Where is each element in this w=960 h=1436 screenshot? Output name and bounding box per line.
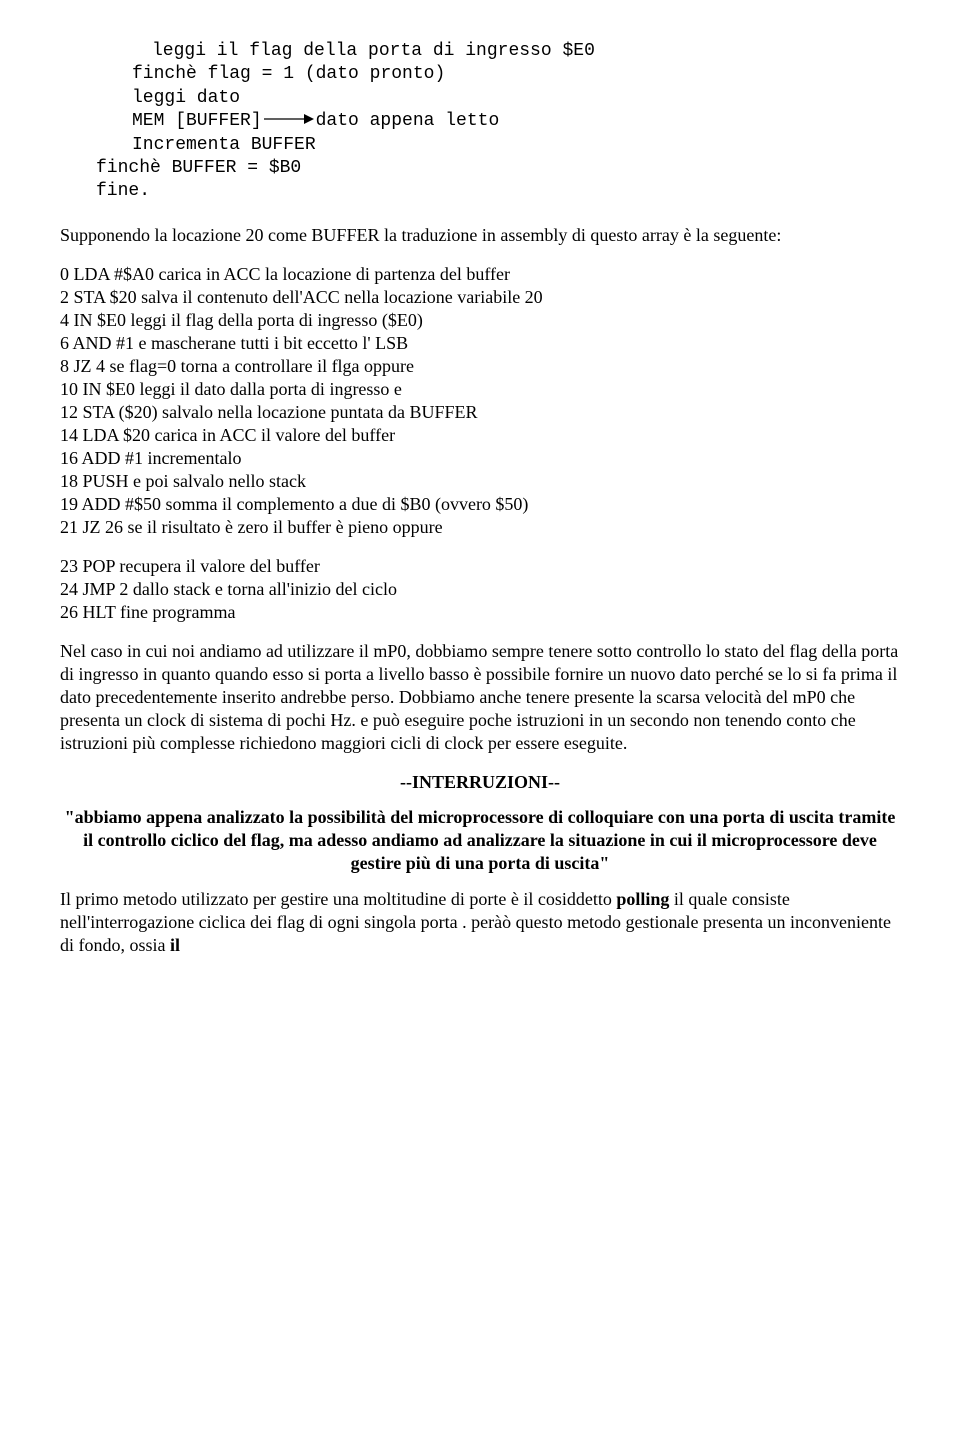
code-line: leggi dato (96, 87, 900, 110)
asm-line: 4 IN $E0 leggi il flag della porta di in… (60, 309, 900, 332)
asm-line: 14 LDA $20 carica in ACC il valore del b… (60, 424, 900, 447)
asm-line: 10 IN $E0 leggi il dato dalla porta di i… (60, 378, 900, 401)
asm-line: 0 LDA #$A0 carica in ACC la locazione di… (60, 263, 900, 286)
code-line: Incrementa BUFFER (96, 134, 900, 157)
asm-line: 6 AND #1 e mascherane tutti i bit eccett… (60, 332, 900, 355)
code-line: leggi il flag della porta di ingresso $E… (96, 40, 900, 63)
asm-line: 2 STA $20 salva il contenuto dell'ACC ne… (60, 286, 900, 309)
asm-line: 19 ADD #$50 somma il complemento a due d… (60, 493, 900, 516)
polling-paragraph: Il primo metodo utilizzato per gestire u… (60, 888, 900, 957)
text-run: Il primo metodo utilizzato per gestire u… (60, 889, 616, 909)
code-line: fine. (96, 180, 900, 203)
pseudocode-block: leggi il flag della porta di ingresso $E… (96, 40, 900, 204)
il-term: il (170, 935, 180, 955)
asm-line: 26 HLT fine programma (60, 601, 900, 624)
asm-line: 24 JMP 2 dallo stack e torna all'inizio … (60, 578, 900, 601)
section-heading: --INTERRUZIONI-- (60, 771, 900, 794)
intro-paragraph: Supponendo la locazione 20 come BUFFER l… (60, 224, 900, 247)
quote-paragraph: "abbiamo appena analizzato la possibilit… (60, 806, 900, 875)
code-line-arrow: MEM [BUFFER] dato appena letto (96, 110, 900, 133)
asm-line: 16 ADD #1 incrementalo (60, 447, 900, 470)
asm-line: 18 PUSH e poi salvalo nello stack (60, 470, 900, 493)
code-line: finchè BUFFER = $B0 (96, 157, 900, 180)
arrow-right-icon (264, 110, 314, 133)
assembly-listing-2: 23 POP recupera il valore del buffer 24 … (60, 555, 900, 624)
mem-buffer-text: MEM [BUFFER] (132, 110, 262, 133)
code-line: finchè flag = 1 (dato pronto) (96, 63, 900, 86)
dato-letto-text: dato appena letto (316, 110, 500, 133)
asm-line: 12 STA ($20) salvalo nella locazione pun… (60, 401, 900, 424)
asm-line: 23 POP recupera il valore del buffer (60, 555, 900, 578)
polling-term: polling (616, 889, 669, 909)
asm-line: 21 JZ 26 se il risultato è zero il buffe… (60, 516, 900, 539)
explanation-paragraph: Nel caso in cui noi andiamo ad utilizzar… (60, 640, 900, 755)
assembly-listing: 0 LDA #$A0 carica in ACC la locazione di… (60, 263, 900, 539)
asm-line: 8 JZ 4 se flag=0 torna a controllare il … (60, 355, 900, 378)
